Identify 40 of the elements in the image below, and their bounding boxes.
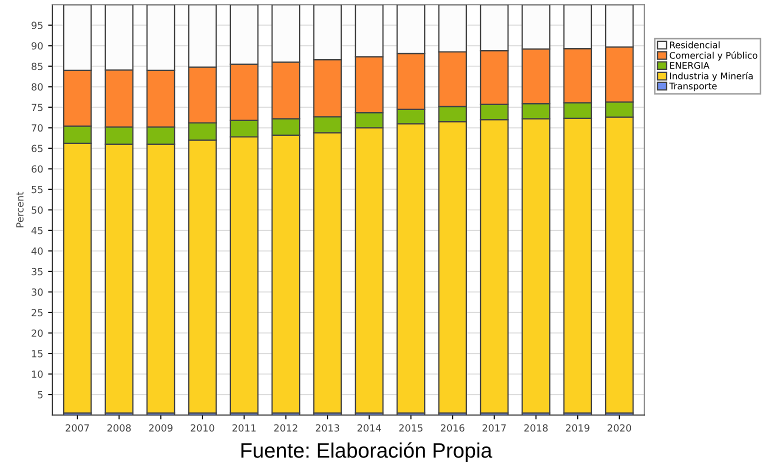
x-tick-label: 2013 xyxy=(316,424,340,432)
x-tick-label: 2010 xyxy=(190,424,214,432)
y-axis-title: Percent xyxy=(16,192,24,228)
y-tick-label: 95 xyxy=(32,22,43,30)
x-tick-label: 2017 xyxy=(482,424,506,432)
y-tick-label: 55 xyxy=(32,186,43,194)
x-tick-label: 2009 xyxy=(149,424,172,432)
x-tick-label: 2015 xyxy=(399,424,422,432)
x-tick-label: 2020 xyxy=(608,424,632,432)
y-tick-label: 80 xyxy=(32,83,43,91)
y-tick-label: 15 xyxy=(32,350,43,358)
y-tick-label: 70 xyxy=(32,124,43,132)
x-tick-label: 2007 xyxy=(66,424,89,432)
y-tick-label: 25 xyxy=(32,308,43,316)
legend-label: Comercial y Público xyxy=(670,51,758,61)
y-tick-label: 45 xyxy=(31,227,43,234)
y-tick-label: 50 xyxy=(32,206,43,214)
y-tick-label: 35 xyxy=(32,268,43,276)
x-tick-label: 2012 xyxy=(274,424,298,432)
x-tick-label: 2014 xyxy=(358,424,382,432)
y-tick-label: 85 xyxy=(32,62,43,70)
legend-label: Transporte xyxy=(669,82,717,92)
y-tick-label: 20 xyxy=(32,329,43,337)
x-tick-label: 2016 xyxy=(440,424,464,432)
y-tick-label: 40 xyxy=(31,247,43,255)
y-tick-label: 10 xyxy=(32,370,43,378)
legend-label: Residencial xyxy=(670,41,720,48)
y-tick-label: 90 xyxy=(32,42,43,50)
legend-label: Industria y Minería xyxy=(670,72,753,82)
x-tick-label: 2008 xyxy=(107,424,131,432)
x-tick-label: 2011 xyxy=(232,424,256,432)
y-tick-label: 65 xyxy=(32,144,43,152)
source-note: Fuente: Elaboración Propia xyxy=(241,442,492,462)
legend-label: ENERGIA xyxy=(670,62,710,69)
y-tick-label: 5 xyxy=(38,391,43,398)
y-tick-label: 60 xyxy=(32,165,43,173)
x-tick-label: 2019 xyxy=(566,424,590,432)
y-tick-label: 75 xyxy=(32,104,43,112)
y-tick-label: 30 xyxy=(32,288,43,296)
x-tick-label: 2018 xyxy=(524,424,548,432)
